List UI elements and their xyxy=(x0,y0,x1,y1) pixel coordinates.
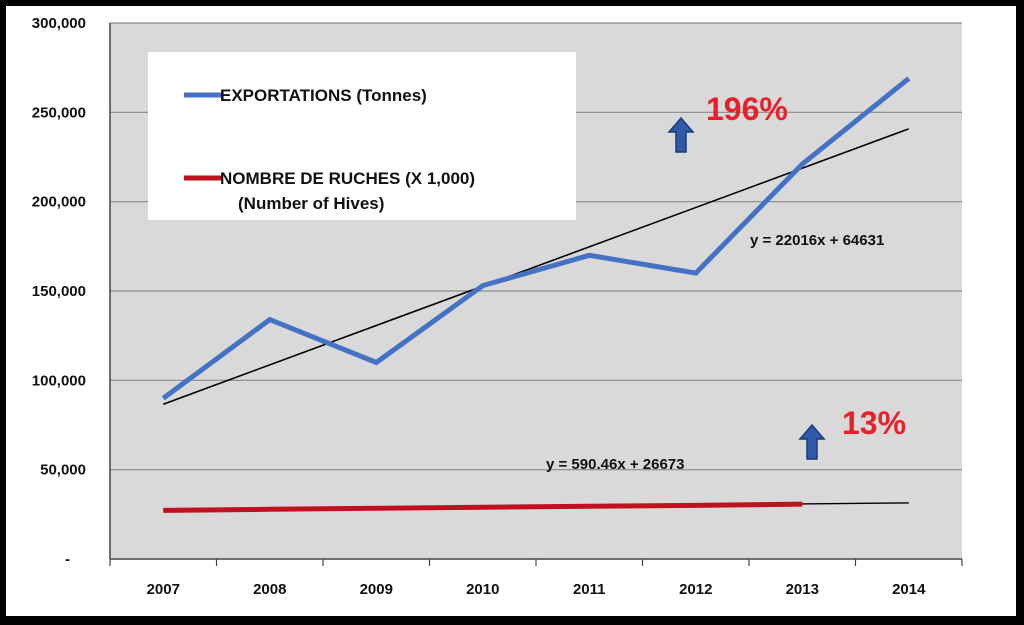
legend-label-exportations: EXPORTATIONS (Tonnes) xyxy=(220,86,427,105)
trendline-equation-exportations: y = 22016x + 64631 xyxy=(750,232,884,249)
chart-frame: - 50,000 100,000 150,000 200,000 250,000 300,0… xyxy=(6,6,1016,616)
y-tick-label: 100,000 xyxy=(32,372,86,389)
y-tick-label: - xyxy=(65,551,70,568)
y-tick-label: 250,000 xyxy=(32,104,86,121)
trendline-equation-ruches: y = 590.46x + 26673 xyxy=(546,456,684,473)
legend xyxy=(148,52,576,220)
y-tick-label: 200,000 xyxy=(32,194,86,211)
up-arrow-icon xyxy=(667,116,695,153)
up-arrow-icon xyxy=(798,423,826,460)
x-tick-label: 2009 xyxy=(360,581,393,598)
x-tick-label: 2014 xyxy=(892,581,926,598)
x-tick-label: 2010 xyxy=(466,581,499,598)
x-tick-label: 2008 xyxy=(253,581,286,598)
y-tick-label: 150,000 xyxy=(32,283,86,300)
annotation-percent-ruches: 13% xyxy=(842,405,906,441)
x-tick-label: 2012 xyxy=(679,581,712,598)
y-tick-label: 50,000 xyxy=(40,462,86,479)
y-tick-label: 300,000 xyxy=(32,15,86,32)
x-tick-label: 2013 xyxy=(786,581,819,598)
series-line-exportations xyxy=(161,76,911,401)
trendline-exportations xyxy=(162,128,910,405)
legend-label-ruches: NOMBRE DE RUCHES (X 1,000) xyxy=(220,169,475,188)
line-chart: - 50,000 100,000 150,000 200,000 250,000 300,0… xyxy=(32,15,963,598)
legend-label-ruches-sub: (Number of Hives) xyxy=(238,194,384,213)
x-tick-label: 2011 xyxy=(573,581,606,598)
annotation-percent-exportations: 196% xyxy=(706,91,788,127)
x-tick-label: 2007 xyxy=(147,581,180,598)
